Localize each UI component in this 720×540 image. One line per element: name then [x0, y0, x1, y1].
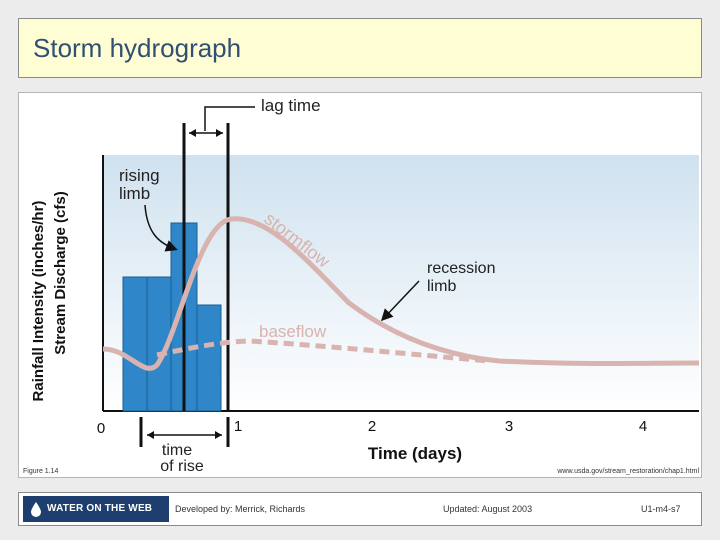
rise-arrow-right	[215, 431, 222, 439]
footer-bar: WATER ON THE WEB Developed by: Merrick, …	[18, 492, 702, 526]
rising-limb-arrow	[144, 204, 178, 252]
y-axis-label-rainfall: Rainfall Intensity (inches/hr)	[30, 201, 47, 402]
logo-text: WATER ON THE WEB	[47, 503, 153, 514]
lag-time-leader	[204, 106, 255, 131]
water-on-the-web-logo: WATER ON THE WEB	[23, 496, 169, 522]
lag-arrow-left	[189, 129, 196, 137]
y-axis-label-discharge: Stream Discharge (cfs)	[52, 191, 69, 354]
figure-caption: Figure 1.14	[23, 468, 59, 475]
hydrograph-curve	[102, 216, 700, 371]
hydrograph-svg: lag time rising limb stormflow recession…	[23, 96, 700, 475]
slide-title: Storm hydrograph	[33, 33, 242, 63]
x-tick: 2	[368, 418, 376, 435]
rainfall-bar	[122, 276, 148, 412]
water-drop-icon	[31, 502, 41, 517]
rising-limb-label-2: limb	[119, 184, 150, 203]
x-tick: 3	[505, 418, 513, 435]
rise-arrow-left	[147, 431, 154, 439]
hydrograph-figure: lag time rising limb stormflow recession…	[18, 92, 702, 478]
recession-limb-arrow	[380, 280, 420, 322]
x-axis-label: Time (days)	[368, 444, 462, 463]
developed-by-text: Developed by: Merrick, Richards	[175, 504, 306, 514]
x-tick: 0	[97, 420, 105, 437]
x-tick: 4	[639, 418, 647, 435]
lag-time-label: lag time	[261, 96, 321, 115]
recession-limb-label-1: recession	[427, 260, 495, 277]
title-box: Storm hydrograph	[18, 18, 702, 78]
x-tick: 1	[234, 418, 242, 435]
rainfall-bar	[196, 304, 222, 412]
rising-limb-label-1: rising	[119, 166, 160, 185]
updated-text: Updated: August 2003	[443, 504, 533, 514]
source-url: www.usda.gov/stream_restoration/chap1.ht…	[556, 468, 699, 475]
time-of-rise-label-1: time	[162, 442, 192, 459]
baseflow-curve	[156, 338, 490, 364]
baseflow-label: baseflow	[259, 322, 327, 341]
slide-id-text: U1-m4-s7	[641, 504, 681, 514]
lag-arrow-right	[216, 129, 223, 137]
time-of-rise-label-2: of rise	[160, 458, 204, 475]
recession-limb-label-2: limb	[427, 278, 456, 295]
